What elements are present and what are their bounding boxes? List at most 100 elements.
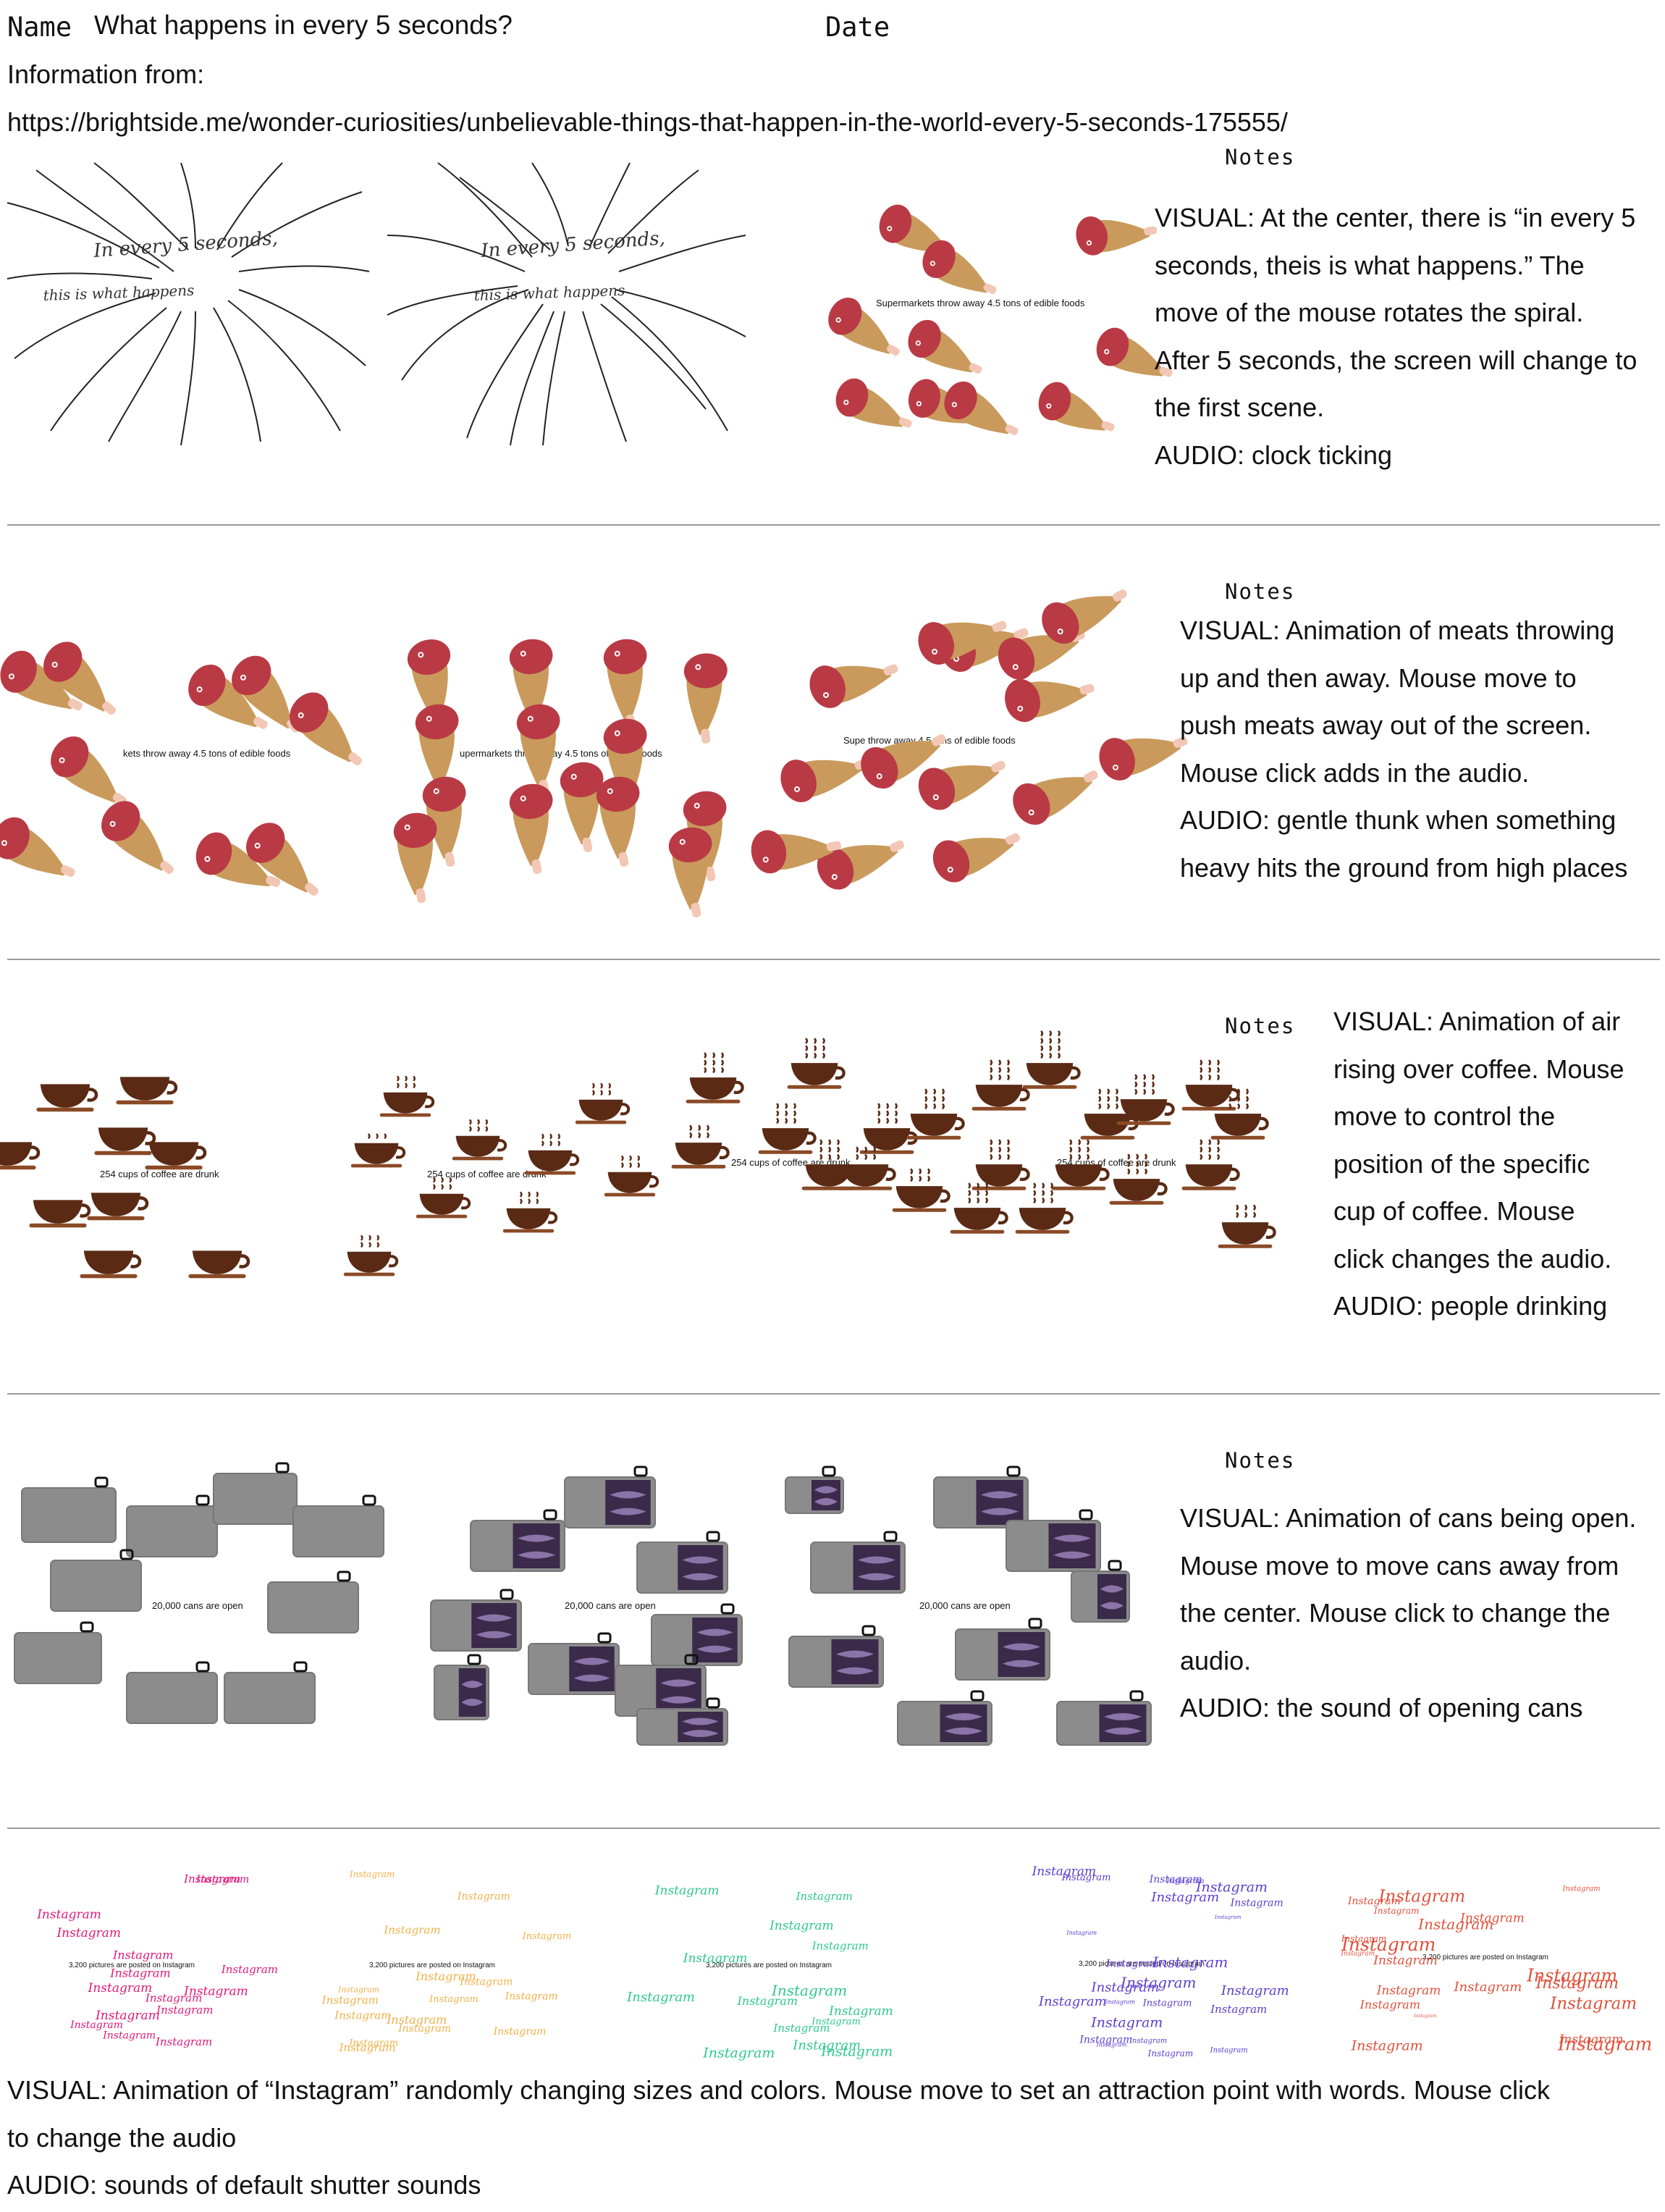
instagram-word: Instagram [457,1891,510,1903]
desc-line: rising over coffee. Mouse [1333,1054,1624,1084]
instagram-word: Instagram [1376,1983,1441,1998]
instagram-word: Instagram [654,1883,720,1898]
instagram-frame: 3,200 pictures are posted on Instagram I… [626,1883,893,2061]
instagram-word: Instagram [626,1990,695,2005]
tin-can-icon [1006,1509,1101,1572]
coffee-cup-icon [1015,1182,1074,1234]
instagram-word: Instagram [415,1969,476,1983]
instagram-word: Instagram [145,1991,202,2004]
meat-frame: kets throw away 4.5 tons of edible foods [0,642,362,896]
desc-line: the first scene. [1155,392,1325,422]
coffee-cup-icon [116,1077,178,1105]
tin-can-icon [224,1661,316,1724]
instagram-word: Instagram [1526,1965,1617,1985]
desc-line: the center. Mouse click to change the [1180,1598,1611,1628]
frame-caption: kets throw away 4.5 tons of edible foods [123,748,291,759]
instagram-word: Instagram [1096,2041,1127,2048]
instagram-word: Instagram [1341,1934,1436,1955]
row5-description: VISUAL: Animation of “Instagram” randoml… [7,2066,1661,2209]
coffee-cup-icon [1022,1030,1081,1089]
tin-can-icon [810,1531,906,1594]
desc-line: up and then away. Mouse move to [1180,663,1577,693]
meat-drumstick-icon [188,664,268,729]
meat-drumstick-icon [817,840,904,890]
notes-label: Notes [1225,1448,1296,1473]
meat-drumstick-icon [1038,382,1115,432]
desc-line: AUDIO: the sound of opening cans [1180,1693,1583,1723]
frame-caption: 20,000 cans are open [919,1600,1011,1611]
tin-can-icon [213,1462,298,1525]
coffee-frame: 254 cups of coffee are drunk [0,1077,250,1279]
tin-can-icon [636,1531,728,1594]
instagram-word: Instagram [1535,1975,1619,1993]
tin-can-icon [1056,1690,1152,1746]
meat-drumstick-icon [603,639,647,730]
desc-line: AUDIO: gentle thunk when something [1180,805,1616,835]
tin-can-icon [933,1465,1029,1528]
instagram-word: Instagram [769,1919,834,1933]
frame-caption: 254 cups of coffee are drunk [100,1169,219,1179]
meat-drumstick-icon [668,827,712,918]
coffee-cup-icon [1109,1153,1168,1205]
instagram-word: Instagram [1413,2014,1437,2019]
instagram-word: Instagram [1090,1980,1159,1995]
coffee-cup-icon [787,1038,846,1089]
coffee-cup-icon [892,1168,950,1212]
row4-description: VISUAL: Animation of cans being open. Mo… [1180,1494,1665,1732]
notes-label: Notes [1225,579,1296,604]
instagram-word: Instagram [1459,1911,1525,1925]
instagram-word: Instagram [1559,2032,1624,2047]
frame-caption: 3,200 pictures are posted on Instagram [1079,1960,1205,1968]
instagram-word: Instagram [1166,1877,1205,1885]
desc-line: Mouse move to move cans away from [1180,1550,1619,1581]
meat-drumstick-icon [393,812,437,904]
coffee-cup-icon [36,1084,98,1112]
instagram-word: Instagram [95,2009,160,2023]
coffee-cup-icon [906,1088,965,1140]
source-url[interactable]: https://brightside.me/wonder-curiosities… [7,107,1288,137]
meat-drumstick-icon [932,833,1020,883]
meat-drumstick-icon [1042,589,1127,644]
meat-drumstick-icon [1013,770,1098,825]
coffee-cup-icon [524,1133,580,1175]
coffee-cup-icon [145,1142,207,1170]
instagram-word: Instagram [1557,2034,1652,2055]
desc-line: VISUAL: Animation of “Instagram” randoml… [7,2075,1550,2105]
coffee-cup-icon [0,1142,41,1170]
name-label: Name [7,12,72,43]
desc-line: VISUAL: Animation of cans being open. [1180,1503,1637,1533]
divider [7,959,1660,960]
meat-drumstick-icon [918,621,1007,665]
sketch-spiral-1: In every 5 seconds, this is what happens [7,162,370,446]
coffee-cup-icon [758,1103,817,1154]
instagram-word: Instagram [321,1993,379,2006]
coffee-cup-icon [29,1200,91,1228]
instagram-word: Instagram [771,1982,847,1999]
coffee-cup-icon [859,1103,918,1154]
instagram-frame: 3,200 pictures are posted on Instagram I… [36,1872,278,2048]
desc-line: click changes the audio. [1333,1243,1612,1274]
meat-drumstick-icon [422,776,466,867]
instagram-word: Instagram [1373,1954,1438,1968]
desc-line: AUDIO: people drinking [1333,1291,1608,1321]
coffee-cup-icon [379,1075,435,1117]
meat-drumstick-icon [998,630,1085,680]
instagram-word: Instagram [1340,1951,1375,1958]
instagram-word: Instagram [183,1872,240,1885]
instagram-word: Instagram [349,1870,395,1880]
meat-drumstick-icon [195,832,281,887]
coffee-cup-icon [80,1250,142,1279]
instagram-frame: 3,200 pictures are posted on Instagram I… [1032,1864,1289,2058]
meat-frame: Supe throw away 4.5 tons of edible foods [751,589,1188,890]
tin-can-icon [292,1494,384,1557]
coffee-cup-icon [343,1235,399,1277]
desc-line: AUDIO: clock ticking [1155,440,1393,470]
coffee-cup-icon [188,1250,250,1279]
coffee-cup-icon [971,1139,1030,1190]
notes-label: Notes [1225,1014,1296,1038]
instagram-frame: 3,200 pictures are posted on Instagram I… [321,1870,572,2055]
row3-description: VISUAL: Animation of air rising over cof… [1333,998,1659,1330]
coffee-cup-icon [1218,1204,1276,1248]
desc-line: AUDIO: sounds of default shutter sounds [7,2170,481,2200]
tin-can-icon [50,1549,142,1612]
